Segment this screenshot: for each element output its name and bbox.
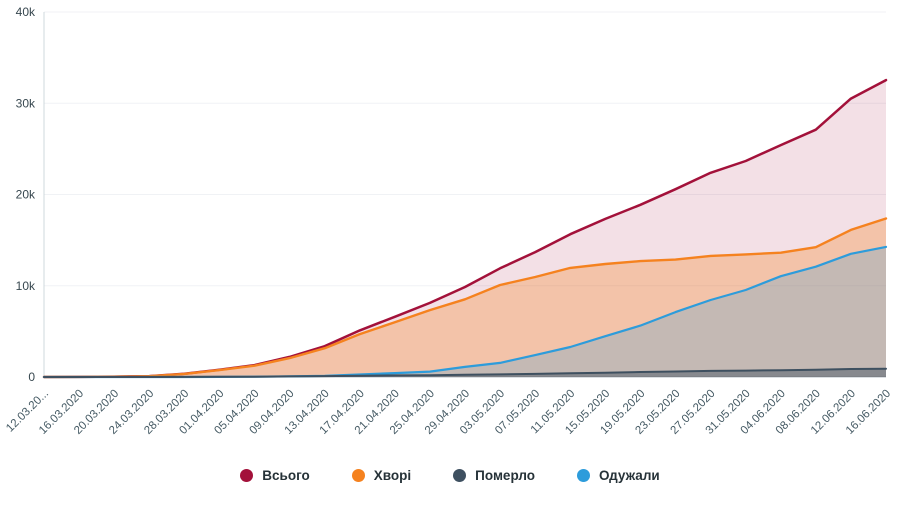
y-tick-label: 0 bbox=[28, 370, 35, 384]
legend-item-died[interactable]: Померло bbox=[453, 468, 535, 483]
line-sick bbox=[42, 217, 888, 379]
y-tick-label: 30k bbox=[16, 96, 36, 110]
line-died bbox=[43, 367, 887, 378]
y-tick-label: 10k bbox=[16, 279, 36, 293]
y-tick-label: 20k bbox=[16, 188, 36, 202]
area-died bbox=[44, 368, 886, 377]
legend-dot-sick bbox=[351, 469, 365, 482]
area-recovered bbox=[44, 246, 886, 377]
legend-dot-total bbox=[240, 469, 254, 482]
y-tick-label: 40k bbox=[16, 5, 36, 19]
area-total bbox=[44, 80, 886, 377]
legend-label-recovered: Одужали bbox=[599, 468, 660, 483]
plot-svg: 010k20k30k40k12.03.20...16.03.202020.03.… bbox=[4, 5, 893, 437]
legend-item-sick[interactable]: Хворі bbox=[351, 468, 412, 483]
legend-label-total: Всього bbox=[262, 468, 310, 483]
chart-legend: Всього Хворі Померло Одужали bbox=[0, 468, 900, 483]
legend-dot-died bbox=[453, 469, 467, 482]
legend-item-total[interactable]: Всього bbox=[240, 468, 310, 483]
area-chart: 0 10k 20k 30k 40k 12.03.20... 16.03.2020 20.03.… bbox=[4, 5, 893, 437]
legend-dot-recovered bbox=[577, 469, 590, 482]
legend-item-recovered[interactable]: Одужали bbox=[577, 468, 660, 483]
legend-label-sick: Хворі bbox=[373, 468, 412, 483]
area-sick bbox=[44, 218, 886, 377]
legend-label-died: Померло bbox=[475, 468, 535, 483]
